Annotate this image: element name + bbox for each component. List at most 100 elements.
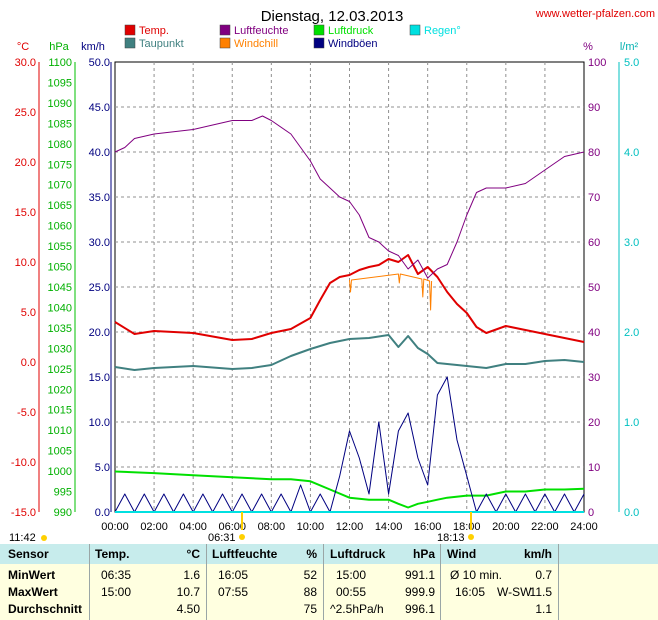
header-humidity-unit: %: [306, 547, 317, 561]
header-wind: Wind: [447, 547, 477, 561]
pressure-tick-label: 1090: [48, 98, 72, 110]
pressure-tick-label: 995: [54, 487, 72, 499]
moon-icon: [41, 535, 47, 541]
series-luftfeuchte: [114, 115, 585, 279]
statistics-table: Sensor Temp. °C Luftfeuchte % Luftdruck …: [0, 544, 658, 620]
legend-swatch: [313, 37, 325, 49]
min-temp-value: 1.6: [183, 568, 200, 582]
header-pressure: Luftdruck: [330, 547, 386, 561]
pressure-tick-label: 1065: [48, 200, 72, 212]
legend-label: Taupunkt: [139, 38, 184, 50]
rain-tick-label: 3.0: [624, 237, 639, 249]
pressure-tick-label: 1040: [48, 302, 72, 314]
wind-tick-label: 5.0: [95, 462, 110, 474]
legend-swatch: [124, 24, 136, 36]
temp-axis-unit: °C: [17, 41, 29, 53]
wind-tick-label: 25.0: [89, 282, 110, 294]
temp-tick-label: 15.0: [15, 207, 36, 219]
humidity-tick-label: 60: [588, 237, 600, 249]
humidity-tick-label: 10: [588, 462, 600, 474]
x-tick-label: 00:00: [101, 521, 129, 533]
temp-tick-label: 20.0: [15, 157, 36, 169]
humidity-tick-label: 100: [588, 57, 606, 69]
wind-tick-label: 10.0: [89, 417, 110, 429]
pressure-tick-label: 1010: [48, 425, 72, 437]
temp-tick-label: 0.0: [21, 357, 36, 369]
axis-ticks: 30.0 25.0 20.0 15.0 10.0 5.0 0.0 -5.0 -10.0 -15.0…: [11, 57, 639, 533]
min-pressure-time: 15:00: [336, 568, 367, 582]
humidity-tick-label: 90: [588, 102, 600, 114]
header-wind-unit: km/h: [523, 547, 552, 561]
chart-legend: Temp. Luftfeuchte Luftdruck Regen° Taupunkt W…: [124, 24, 461, 50]
legend-swatch: [219, 37, 231, 49]
humidity-tick-label: 40: [588, 327, 600, 339]
header-temp: Temp.: [95, 547, 130, 561]
sunset-time: 18:13: [437, 532, 465, 544]
series-luftdruck: [114, 470, 585, 509]
header-temp-unit: °C: [186, 547, 200, 561]
wind-tick-label: 50.0: [89, 57, 110, 69]
x-tick-label: 22:00: [531, 521, 559, 533]
pressure-tick-label: 1025: [48, 364, 72, 376]
column-divider: [558, 544, 559, 620]
pressure-tick-label: 1080: [48, 139, 72, 151]
pressure-tick-label: 1005: [48, 446, 72, 458]
legend-label: Regen°: [424, 25, 461, 37]
header-humidity: Luftfeuchte: [212, 547, 278, 561]
humidity-tick-label: 30: [588, 372, 600, 384]
pressure-tick-label: 1055: [48, 241, 72, 253]
avg-pressure-value: 996.1: [404, 602, 435, 616]
pressure-tick-label: 1070: [48, 180, 72, 192]
pressure-tick-label: 1000: [48, 466, 72, 478]
max-temp-value: 10.7: [176, 585, 200, 599]
x-tick-label: 12:00: [336, 521, 364, 533]
min-humidity-value: 52: [303, 568, 317, 582]
sunset-icon: [468, 534, 474, 540]
series-temp: [114, 254, 585, 343]
max-wind-time: 16:05: [455, 585, 486, 599]
max-pressure-value: 999.9: [404, 585, 435, 599]
rain-tick-label: 2.0: [624, 327, 639, 339]
temp-tick-label: -10.0: [11, 457, 36, 469]
chart-title: Dienstag, 12.03.2013: [261, 8, 404, 25]
wind-tick-label: 45.0: [89, 102, 110, 114]
temp-tick-label: 25.0: [15, 107, 36, 119]
min-temp-time: 06:35: [101, 568, 132, 582]
statistics-header: [0, 544, 658, 564]
x-tick-label: 14:00: [375, 521, 403, 533]
pressure-tick-label: 1060: [48, 221, 72, 233]
legend-swatch: [313, 24, 325, 36]
avg-humidity-value: 75: [303, 602, 317, 616]
max-temp-time: 15:00: [101, 585, 132, 599]
column-divider: [440, 544, 441, 620]
min-wind-label: Ø 10 min.: [450, 568, 503, 582]
series-taupunkt: [114, 334, 585, 371]
wind-tick-label: 40.0: [89, 147, 110, 159]
sunrise-icon: [239, 534, 245, 540]
legend-swatch: [409, 24, 421, 36]
legend-label: Luftdruck: [328, 25, 374, 37]
pressure-tick-label: 1100: [48, 57, 72, 69]
moon-time: 11:42: [9, 532, 36, 544]
max-wind-value: 11.5: [529, 585, 552, 599]
legend-label: Luftfeuchte: [234, 25, 288, 37]
pressure-tick-label: 1020: [48, 384, 72, 396]
sun-markers: 11:42 06:31 18:13: [9, 512, 474, 544]
humidity-tick-label: 80: [588, 147, 600, 159]
x-tick-label: 20:00: [492, 521, 520, 533]
pressure-trend: ^2.5hPa/h: [330, 602, 384, 616]
row-label-average: Durchschnitt: [8, 602, 83, 616]
row-label-min: MinWert: [8, 568, 56, 582]
pressure-tick-label: 1045: [48, 282, 72, 294]
series-windchill: [349, 273, 433, 311]
humidity-tick-label: 0: [588, 507, 594, 519]
x-tick-label: 02:00: [140, 521, 168, 533]
wind-axis-unit: km/h: [81, 41, 105, 53]
column-divider: [323, 544, 324, 620]
wind-tick-label: 15.0: [89, 372, 110, 384]
rain-tick-label: 5.0: [624, 57, 639, 69]
min-wind-value: 0.7: [535, 568, 552, 582]
site-link[interactable]: www.wetter-pfalzen.com: [535, 8, 655, 20]
legend-label: Windböen: [328, 38, 378, 50]
